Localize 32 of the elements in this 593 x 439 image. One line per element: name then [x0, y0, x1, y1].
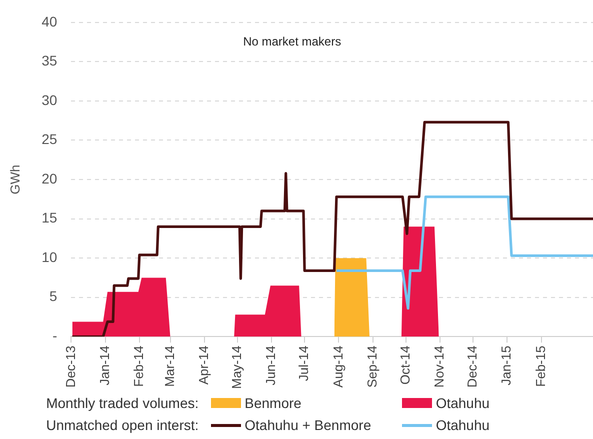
- legend-label: Otahuhu: [436, 417, 490, 433]
- legend-label: Otahuhu: [436, 395, 490, 411]
- y-tick-label: 30: [42, 92, 58, 108]
- x-tick-label: Jul-14: [296, 346, 312, 382]
- annotation: No market makers: [243, 34, 342, 49]
- y-axis-title: GWh: [7, 164, 22, 194]
- x-tick-label: Aug-14: [330, 346, 346, 388]
- x-tick-label: Jan-15: [498, 346, 514, 386]
- text: Monthly traded volumes:: [45, 395, 200, 411]
- y-tick-label: -: [52, 328, 58, 344]
- y-tick-label: 10: [42, 248, 58, 265]
- y-tick-label: 5: [49, 288, 58, 304]
- x-tick-label: Dec-14: [464, 346, 480, 388]
- x-tick-label: Nov-14: [432, 346, 447, 388]
- y-tick-label: 25: [42, 131, 58, 148]
- x-tick-label: Apr-14: [196, 346, 211, 385]
- y-tick-label: 40: [42, 13, 58, 30]
- y-tick-label: 35: [42, 52, 58, 69]
- legend-label: Otahuhu + Benmore: [244, 417, 372, 433]
- x-tick-label: Feb-14: [131, 346, 146, 387]
- x-tick-label: Dec-13: [62, 346, 78, 388]
- y-tick-label: 15: [42, 210, 58, 226]
- x-tick-label: Jan-14: [96, 346, 112, 386]
- x-tick-label: Jun-14: [263, 346, 278, 386]
- x-tick-label: May-14: [228, 346, 244, 390]
- x-tick-label: Feb-15: [532, 346, 548, 387]
- y-tick-label: 20: [42, 170, 58, 186]
- x-tick-label: Sep-14: [364, 346, 380, 388]
- x-tick-label: Mar-14: [162, 346, 177, 387]
- x-tick-label: Oct-14: [397, 346, 412, 385]
- text: Unmatched open interst:: [45, 417, 200, 433]
- legend-label: Benmore: [244, 395, 302, 411]
